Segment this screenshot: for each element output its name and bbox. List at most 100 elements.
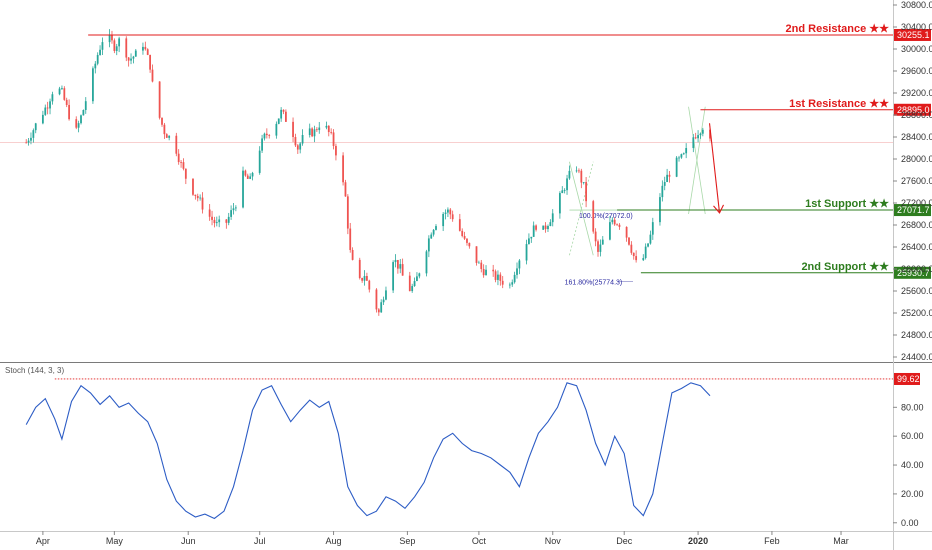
- candle: [75, 116, 78, 130]
- candle: [332, 129, 335, 150]
- candle: [561, 186, 564, 194]
- candle: [649, 230, 652, 245]
- candle-body: [65, 99, 68, 105]
- candle-body: [201, 197, 204, 210]
- candle: [644, 243, 647, 260]
- candle-body: [547, 226, 549, 230]
- candle-body: [599, 244, 602, 252]
- candle: [418, 272, 421, 279]
- price-tick-label: 24800.0: [901, 330, 932, 340]
- candle-body: [165, 134, 168, 138]
- candle-body: [535, 225, 537, 230]
- candle-body: [447, 209, 449, 213]
- candle-body: [192, 178, 194, 195]
- candle: [544, 222, 547, 233]
- candle-body: [346, 196, 349, 229]
- candle: [475, 246, 478, 266]
- candle: [416, 272, 418, 282]
- candle-body: [442, 213, 445, 227]
- candle-body: [232, 208, 235, 211]
- candle-body: [611, 219, 614, 223]
- candle-body: [208, 209, 211, 217]
- candle: [651, 217, 654, 240]
- candle-body: [580, 170, 583, 183]
- price-tick-label: 26400.0: [901, 242, 932, 252]
- candle: [466, 238, 468, 246]
- candle-body: [544, 225, 547, 230]
- candle: [399, 258, 402, 274]
- candle-body: [613, 219, 616, 225]
- candle: [342, 152, 344, 186]
- fib-retracement-label: 100.0%(27072.0): [579, 213, 633, 220]
- price-tick-label: 26800.0: [901, 220, 932, 230]
- candle: [194, 194, 197, 200]
- candle-body: [218, 219, 221, 223]
- candle-body: [651, 222, 654, 235]
- candle: [592, 199, 595, 234]
- candle-body: [101, 42, 104, 50]
- candle-body: [99, 49, 101, 55]
- candle: [285, 109, 287, 123]
- candle-body: [480, 262, 483, 270]
- candle-body: [363, 276, 366, 281]
- candle-body: [661, 185, 664, 198]
- candle: [244, 169, 247, 177]
- candle-body: [330, 132, 333, 133]
- time-tick-label: Feb: [764, 536, 780, 546]
- candle: [163, 122, 166, 139]
- candle: [585, 177, 587, 208]
- candle-body: [609, 222, 611, 240]
- candle-body: [299, 143, 302, 150]
- candle-body: [694, 137, 697, 139]
- candle-body: [532, 225, 535, 237]
- candle-body: [144, 46, 147, 50]
- candle-body: [49, 101, 51, 109]
- candle: [325, 121, 328, 130]
- candle: [411, 283, 414, 293]
- candle-body: [385, 290, 387, 300]
- candle: [666, 168, 669, 183]
- candle-body: [499, 274, 502, 281]
- candle: [94, 61, 97, 74]
- candle: [363, 270, 366, 286]
- candle: [46, 101, 49, 115]
- candle-body: [196, 196, 199, 199]
- candle-body: [411, 286, 414, 292]
- candle: [558, 191, 561, 219]
- candle: [130, 53, 132, 65]
- candle-body: [211, 216, 213, 220]
- candle: [313, 125, 316, 143]
- candle: [692, 134, 695, 153]
- candle-body: [96, 54, 99, 64]
- candle: [41, 110, 44, 125]
- candle-body: [277, 118, 280, 124]
- price-tick-label: 28800.0: [901, 110, 932, 120]
- candle-body: [30, 137, 32, 141]
- projection-arrow-head: [713, 204, 725, 214]
- time-tick-label: Nov: [545, 536, 562, 546]
- candle: [482, 264, 485, 278]
- candle: [599, 239, 602, 257]
- candle: [275, 121, 278, 139]
- candle-body: [92, 68, 94, 102]
- candle: [501, 276, 504, 289]
- candle-body: [177, 153, 180, 163]
- candle-body: [649, 234, 652, 244]
- candle-body: [182, 162, 185, 169]
- candle-body: [382, 299, 385, 303]
- candle-body: [75, 119, 78, 128]
- candle: [344, 179, 347, 197]
- candle-body: [594, 231, 597, 242]
- candle: [580, 168, 583, 189]
- candle-body: [578, 170, 580, 172]
- candle: [34, 122, 37, 134]
- candle-body: [63, 88, 66, 100]
- candle: [351, 247, 354, 261]
- candle: [635, 250, 638, 263]
- candle: [299, 142, 302, 154]
- candle: [82, 109, 85, 116]
- candle: [249, 173, 252, 180]
- price-tick-label: 26000.0: [901, 264, 932, 274]
- candle: [685, 143, 688, 159]
- level-price-tag-text: 25930.7: [897, 268, 930, 278]
